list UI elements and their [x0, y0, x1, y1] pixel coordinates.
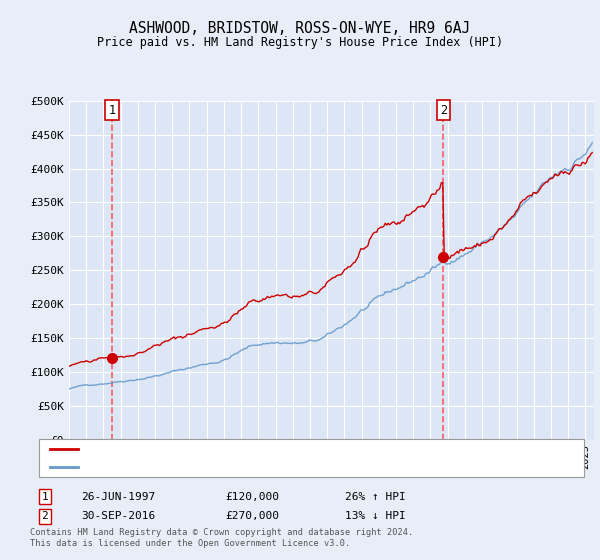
Text: ASHWOOD, BRIDSTOW, ROSS-ON-WYE, HR9 6AJ: ASHWOOD, BRIDSTOW, ROSS-ON-WYE, HR9 6AJ [130, 21, 470, 36]
Text: 2: 2 [440, 104, 447, 117]
Text: 30-SEP-2016: 30-SEP-2016 [81, 511, 155, 521]
Text: HPI: Average price, detached house, Herefordshire: HPI: Average price, detached house, Here… [86, 462, 386, 472]
Text: £120,000: £120,000 [225, 492, 279, 502]
Text: Contains HM Land Registry data © Crown copyright and database right 2024.
This d: Contains HM Land Registry data © Crown c… [30, 528, 413, 548]
Text: 2: 2 [41, 511, 49, 521]
Text: 13% ↓ HPI: 13% ↓ HPI [345, 511, 406, 521]
Text: 26-JUN-1997: 26-JUN-1997 [81, 492, 155, 502]
Text: 1: 1 [108, 104, 115, 117]
Text: ASHWOOD, BRIDSTOW, ROSS-ON-WYE, HR9 6AJ (detached house): ASHWOOD, BRIDSTOW, ROSS-ON-WYE, HR9 6AJ … [86, 444, 429, 454]
Text: Price paid vs. HM Land Registry's House Price Index (HPI): Price paid vs. HM Land Registry's House … [97, 36, 503, 49]
Text: 1: 1 [41, 492, 49, 502]
Text: £270,000: £270,000 [225, 511, 279, 521]
Text: 26% ↑ HPI: 26% ↑ HPI [345, 492, 406, 502]
